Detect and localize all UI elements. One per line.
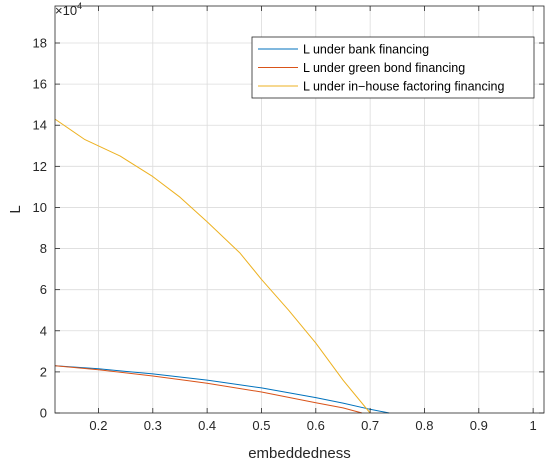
y-tick-label: 4: [40, 323, 47, 338]
y-tick-label: 12: [33, 159, 47, 174]
y-tick-label: 8: [40, 241, 47, 256]
y-multiplier: ×104: [55, 1, 82, 18]
x-axis-label: embeddedness: [248, 445, 351, 462]
plot-frame: [54, 5, 545, 414]
y-tick-label: 10: [33, 200, 47, 215]
x-tick-label: 0.2: [89, 418, 107, 433]
y-tick-label: 18: [33, 36, 47, 51]
x-tick-label: 0.8: [415, 418, 433, 433]
legend-label: L under in−house factoring financing: [303, 80, 504, 94]
y-axis-label: L: [7, 205, 24, 213]
series-line-3: [54, 118, 371, 414]
y-tick-label: 14: [33, 118, 47, 133]
y-tick-label: 0: [40, 406, 47, 421]
y-tick-label: 2: [40, 364, 47, 379]
y-tick-label: 16: [33, 77, 47, 92]
x-tick-label: 0.5: [252, 418, 270, 433]
x-tick-label: 0.7: [361, 418, 379, 433]
y-multiplier-base: ×10: [55, 3, 77, 18]
series-lines: [54, 118, 390, 414]
x-tick-label: 0.6: [307, 418, 325, 433]
series-line-2: [54, 365, 363, 414]
y-tick-label: 6: [40, 282, 47, 297]
legend-box: [251, 36, 535, 99]
x-tick-label: 1: [530, 418, 537, 433]
x-tick-label: 0.4: [198, 418, 216, 433]
series-line-1: [54, 365, 390, 414]
x-tick-label: 0.9: [470, 418, 488, 433]
y-multiplier-exponent: 4: [77, 1, 82, 11]
x-tick-label: 0.3: [144, 418, 162, 433]
legend-label: L under bank financing: [303, 43, 429, 57]
legend: L under bank financing L under green bond…: [251, 36, 535, 99]
legend-label: L under green bond financing: [303, 61, 465, 75]
